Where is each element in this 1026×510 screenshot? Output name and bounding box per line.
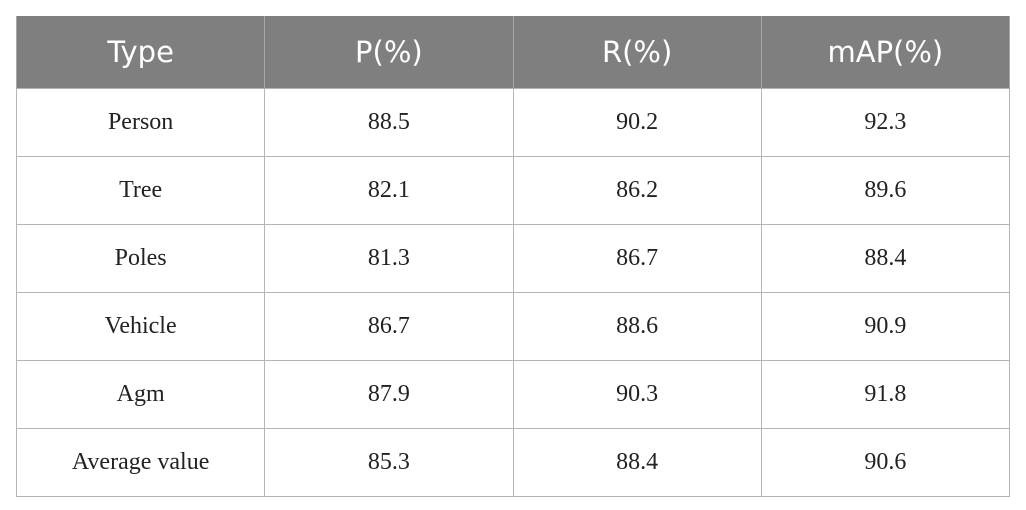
value-cell: 88.5 xyxy=(264,88,514,157)
table-body: Person 88.5 90.2 92.3 Tree 82.1 86.2 89.6 Poles 8… xyxy=(15,88,1011,497)
type-cell: Vehicle xyxy=(15,292,266,361)
value-cell: 90.3 xyxy=(512,360,762,429)
type-cell: Agm xyxy=(15,360,266,429)
type-cell: Poles xyxy=(15,224,266,293)
table-row: Tree 82.1 86.2 89.6 xyxy=(15,156,1011,225)
value-cell: 86.7 xyxy=(264,292,514,361)
value-cell: 86.7 xyxy=(512,224,762,293)
table-row: Average value 85.3 88.4 90.6 xyxy=(15,428,1011,497)
type-cell: Average value xyxy=(15,428,266,497)
table-row: Agm 87.9 90.3 91.8 xyxy=(15,360,1011,429)
value-cell: 90.2 xyxy=(512,88,762,157)
value-cell: 86.2 xyxy=(512,156,762,225)
header-cell: mAP(%) xyxy=(760,16,1011,89)
table-header: Type P(%) R(%) mAP(%) xyxy=(15,16,1011,89)
type-cell: Person xyxy=(15,88,266,157)
value-cell: 88.4 xyxy=(512,428,762,497)
value-cell: 85.3 xyxy=(264,428,514,497)
table-row: Person 88.5 90.2 92.3 xyxy=(15,88,1011,157)
type-cell: Tree xyxy=(15,156,266,225)
value-cell: 90.9 xyxy=(760,292,1011,361)
results-table: Type P(%) R(%) mAP(%) Person 88.5 90.2 92.3 Tre… xyxy=(15,16,1011,497)
value-cell: 81.3 xyxy=(264,224,514,293)
header-cell: P(%) xyxy=(264,16,514,89)
value-cell: 88.4 xyxy=(760,224,1011,293)
value-cell: 82.1 xyxy=(264,156,514,225)
value-cell: 88.6 xyxy=(512,292,762,361)
header-row: Type P(%) R(%) mAP(%) xyxy=(15,16,1011,89)
value-cell: 90.6 xyxy=(760,428,1011,497)
value-cell: 92.3 xyxy=(760,88,1011,157)
header-cell: Type xyxy=(15,16,266,89)
header-cell: R(%) xyxy=(512,16,762,89)
value-cell: 89.6 xyxy=(760,156,1011,225)
value-cell: 87.9 xyxy=(264,360,514,429)
table-row: Vehicle 86.7 88.6 90.9 xyxy=(15,292,1011,361)
table-row: Poles 81.3 86.7 88.4 xyxy=(15,224,1011,293)
value-cell: 91.8 xyxy=(760,360,1011,429)
